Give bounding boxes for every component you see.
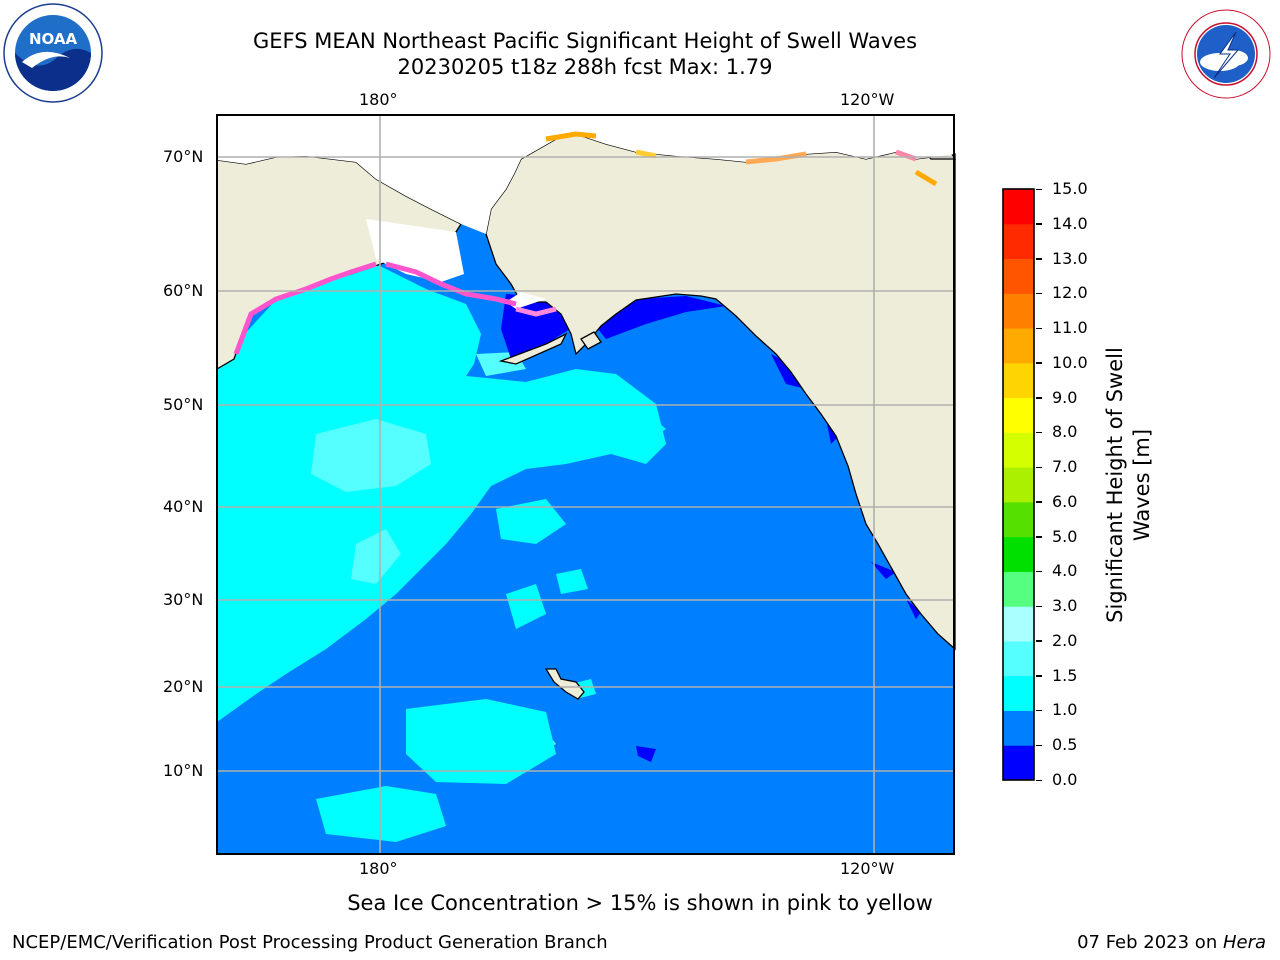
lat-label-10n: 10°N bbox=[163, 761, 204, 780]
colorbar-tick-mark bbox=[1036, 675, 1042, 677]
colorbar-tick-mark bbox=[1036, 292, 1042, 295]
lat-label-40n: 40°N bbox=[163, 497, 204, 516]
colorbar-tick-label: 2.0 bbox=[1052, 630, 1078, 650]
colorbar-tick-label: 15.0 bbox=[1052, 179, 1088, 198]
colorbar-tick-label: 0.5 bbox=[1052, 735, 1078, 755]
colorbar bbox=[1002, 188, 1035, 781]
colorbar-tick-mark bbox=[1036, 501, 1042, 503]
lat-label-70n: 70°N bbox=[163, 147, 204, 166]
swell-height-map bbox=[216, 114, 956, 855]
chart-title: GEFS MEAN Northeast Pacific Significant … bbox=[252, 29, 918, 53]
colorbar-segment bbox=[1003, 536, 1034, 572]
sea-ice-note: Sea Ice Concentration > 15% is shown in … bbox=[347, 891, 933, 915]
lat-label-30n: 30°N bbox=[163, 590, 204, 609]
colorbar-tick-label: 14.0 bbox=[1052, 213, 1088, 233]
colorbar-tick-label: 6.0 bbox=[1052, 491, 1078, 511]
colorbar-tick-label: 1.0 bbox=[1052, 700, 1078, 720]
swell-region-1-1.5m bbox=[217, 264, 666, 722]
graticule bbox=[217, 115, 955, 854]
colorbar-segment bbox=[1003, 223, 1034, 260]
colorbar-tick-mark bbox=[1036, 362, 1042, 364]
colorbar-segment bbox=[1003, 745, 1034, 781]
colorbar-segment bbox=[1003, 675, 1034, 711]
chart-subtitle: 20230205 t18z 288h fcst Max: 1.79 bbox=[397, 55, 773, 79]
colorbar-segment bbox=[1003, 501, 1034, 538]
footer-date: 07 Feb 2023 on Hera bbox=[1077, 932, 1266, 953]
colorbar-segment bbox=[1003, 258, 1034, 294]
land-kodiak bbox=[580, 331, 602, 350]
lat-label-50n: 50°N bbox=[163, 395, 204, 414]
colorbar-segment bbox=[1003, 432, 1034, 468]
colorbar-tick-label: 4.0 bbox=[1052, 561, 1078, 581]
colorbar-segment bbox=[1003, 397, 1034, 433]
colorbar-tick-label: 0.0 bbox=[1052, 770, 1078, 789]
colorbar-tick-mark bbox=[1036, 431, 1042, 434]
map-frame bbox=[216, 114, 955, 855]
land-alaska-peninsula bbox=[498, 332, 568, 365]
colorbar-tick-mark bbox=[1036, 570, 1042, 573]
colorbar-tick-label: 7.0 bbox=[1052, 457, 1078, 477]
colorbar-segment bbox=[1003, 293, 1034, 329]
colorbar-segment bbox=[1003, 640, 1034, 677]
colorbar-tick-mark bbox=[1036, 188, 1042, 190]
footer-credit: NCEP/EMC/Verification Post Processing Pr… bbox=[12, 932, 608, 953]
colorbar-tick-mark bbox=[1036, 397, 1042, 399]
colorbar-segment bbox=[1003, 571, 1034, 607]
colorbar-tick-label: 5.0 bbox=[1052, 526, 1078, 546]
colorbar-tick-mark bbox=[1036, 466, 1042, 469]
colorbar-tick-label: 1.5 bbox=[1052, 665, 1078, 685]
colorbar-segment bbox=[1003, 189, 1034, 225]
noaa-logo: NOAA bbox=[3, 3, 103, 103]
colorbar-tick-label: 10.0 bbox=[1052, 352, 1088, 372]
colorbar-tick-mark bbox=[1036, 640, 1042, 642]
land-hawaii bbox=[544, 668, 585, 700]
lat-label-60n: 60°N bbox=[163, 281, 204, 300]
ice-areas bbox=[217, 115, 955, 309]
noaa-logo-text: NOAA bbox=[29, 30, 78, 48]
colorbar-tick-label: 8.0 bbox=[1052, 422, 1078, 442]
colorbar-tick-label: 13.0 bbox=[1052, 248, 1088, 268]
colorbar-segment bbox=[1003, 467, 1034, 503]
colorbar-tick-mark bbox=[1036, 709, 1042, 712]
colorbar-tick-mark bbox=[1036, 744, 1042, 747]
colorbar-segment bbox=[1003, 606, 1034, 642]
colorbar-segment bbox=[1003, 362, 1034, 399]
colorbar-tick-label: 11.0 bbox=[1052, 318, 1088, 338]
colorbar-tick-label: 12.0 bbox=[1052, 283, 1088, 303]
lon-label-bottom-180: 180° bbox=[359, 859, 398, 878]
footer-host: Hera bbox=[1222, 932, 1266, 953]
colorbar-label-line2: Waves [m] bbox=[1130, 428, 1154, 542]
colorbar-label-line1: Significant Height of Swell bbox=[1103, 347, 1127, 623]
swell-patches-1-1.5m bbox=[316, 404, 666, 842]
colorbar-tick-label: 9.0 bbox=[1052, 387, 1078, 407]
colorbar-tick-mark bbox=[1036, 536, 1042, 538]
colorbar-tick-mark bbox=[1036, 779, 1042, 781]
colorbar-tick-mark bbox=[1036, 258, 1042, 260]
lat-label-20n: 20°N bbox=[163, 677, 204, 696]
colorbar-tick-label: 3.0 bbox=[1052, 596, 1078, 616]
colorbar-segment bbox=[1003, 710, 1034, 746]
lon-label-top-180: 180° bbox=[359, 90, 398, 109]
colorbar-tick-mark bbox=[1036, 223, 1042, 225]
colorbar-segment bbox=[1003, 328, 1034, 364]
colorbar-tick-mark bbox=[1036, 605, 1042, 608]
colorbar-tick-mark bbox=[1036, 327, 1042, 330]
nws-logo bbox=[1181, 9, 1271, 99]
lon-label-bottom-120w: 120°W bbox=[840, 859, 895, 878]
sea-ice-edge bbox=[233, 131, 938, 355]
lon-label-top-120w: 120°W bbox=[840, 90, 895, 109]
